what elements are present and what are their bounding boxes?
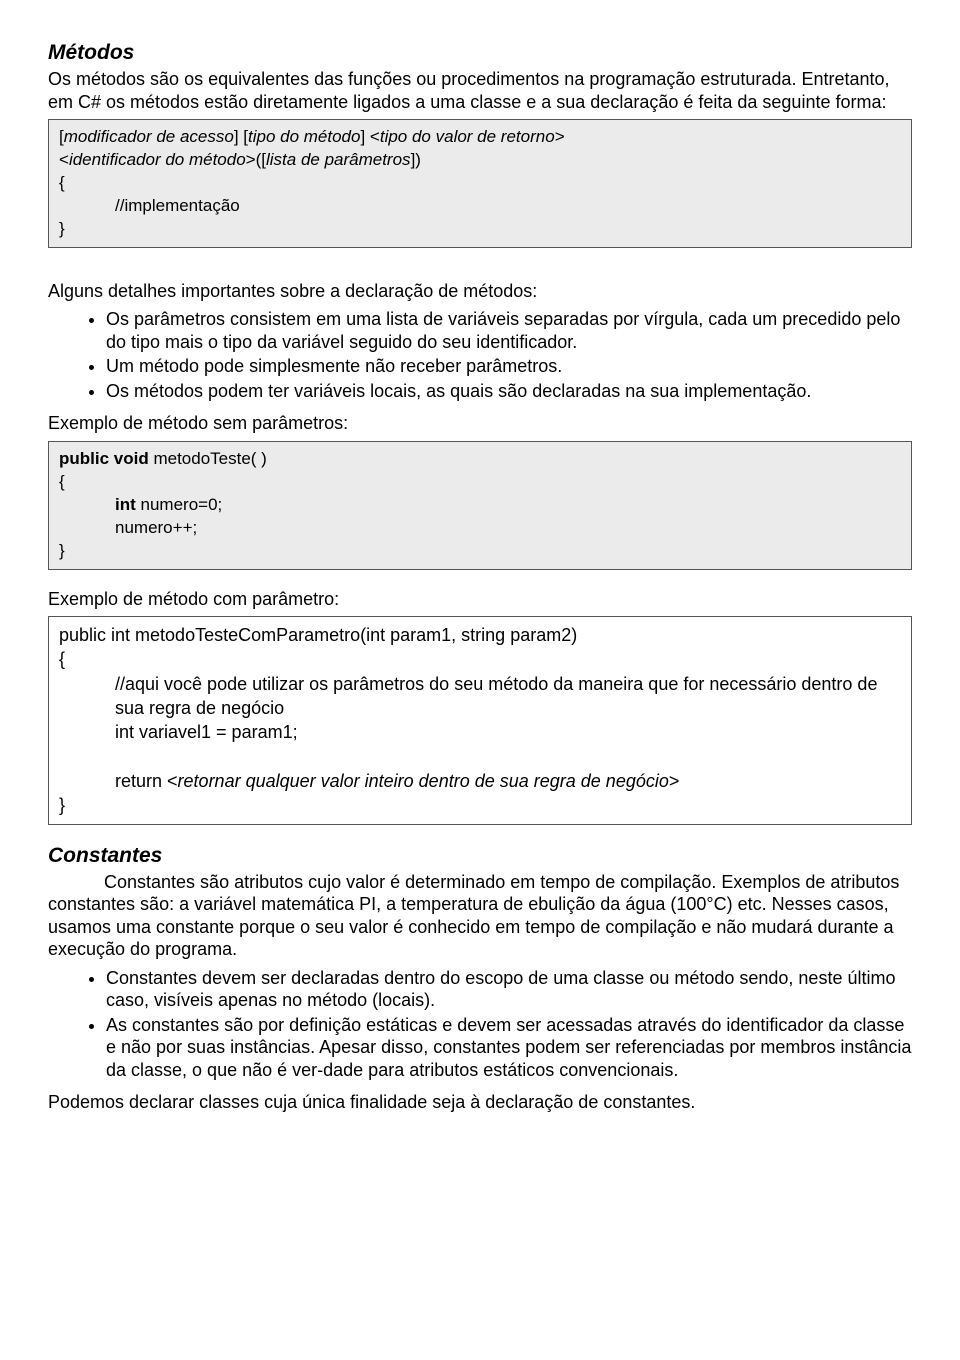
paragraph-intro: Os métodos são os equivalentes das funçõ… (48, 68, 912, 113)
t: numero=0; (136, 495, 222, 514)
t: //implementação (59, 195, 901, 218)
list-item: Os parâmetros consistem em uma lista de … (106, 308, 912, 353)
list-item: Constantes devem ser declaradas dentro d… (106, 967, 912, 1012)
code-block-declaration: [modificador de acesso] [tipo do método]… (48, 119, 912, 248)
t: retornar qualquer valor inteiro dentro d… (178, 771, 669, 791)
t: < (59, 150, 69, 169)
list-item: Os métodos podem ter variáveis locais, a… (106, 380, 912, 403)
section-title-constantes: Constantes (48, 843, 912, 869)
t: tipo do valor de retorno (380, 127, 555, 146)
t: //aqui você pode utilizar os parâmetros … (115, 674, 882, 718)
t: return < (115, 771, 178, 791)
t: //aqui você pode utilizar os parâmetros … (59, 672, 901, 721)
bullet-list-constantes: Constantes devem ser declaradas dentro d… (48, 967, 912, 1082)
paragraph-constantes-intro: Constantes são atributos cujo valor é de… (48, 871, 912, 961)
t: numero++; (59, 517, 901, 540)
code-block-noparam: public void metodoTeste( ) { int numero=… (48, 441, 912, 570)
t: tipo do método (248, 127, 360, 146)
t: > (555, 127, 565, 146)
t: int numero=0; (59, 494, 901, 517)
paragraph-constantes-outro: Podemos declarar classes cuja única fina… (48, 1091, 912, 1114)
t: metodoTeste( ) (149, 449, 267, 468)
t: int variavel1 = param1; (59, 720, 901, 744)
list-item: Um método pode simplesmente não receber … (106, 355, 912, 378)
t: } (59, 541, 65, 560)
t: public void (59, 449, 149, 468)
paragraph-example-noparam: Exemplo de método sem parâmetros: (48, 412, 912, 435)
t: identificador do método (69, 150, 246, 169)
t: return <retornar qualquer valor inteiro … (59, 769, 901, 793)
t: modificador de acesso (64, 127, 234, 146)
t: } (59, 219, 65, 238)
t: >([ (246, 150, 266, 169)
t: { (59, 472, 65, 491)
t: ]) (411, 150, 421, 169)
t: > (669, 771, 680, 791)
t: ] < (360, 127, 379, 146)
t: lista de parâmetros (266, 150, 411, 169)
t: { (59, 173, 65, 192)
code-block-param: public int metodoTesteComParametro(int p… (48, 616, 912, 824)
paragraph-example-param: Exemplo de método com parâmetro: (48, 588, 912, 611)
t: } (59, 795, 65, 815)
t: public int metodoTesteComParametro(int p… (59, 625, 577, 645)
t: { (59, 649, 65, 669)
section-title-metodos: Métodos (48, 40, 912, 66)
t: ] [ (234, 127, 248, 146)
list-item: As constantes são por definição estática… (106, 1014, 912, 1082)
bullet-list-details: Os parâmetros consistem em uma lista de … (48, 308, 912, 402)
paragraph-details: Alguns detalhes importantes sobre a decl… (48, 280, 912, 303)
t: int (115, 495, 136, 514)
